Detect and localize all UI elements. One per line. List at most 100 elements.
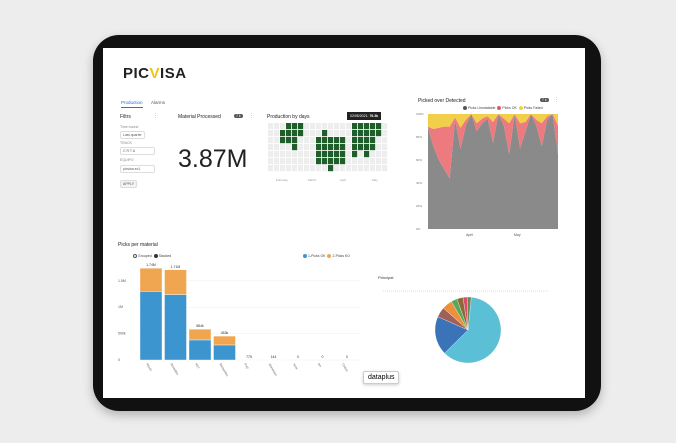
heatmap-cell	[340, 165, 346, 172]
bar-data-label: 1.74M	[146, 263, 156, 267]
heatmap-cell	[298, 165, 304, 172]
heatmap-cell	[376, 137, 382, 144]
heatmap-cell	[310, 158, 316, 165]
legend-failed[interactable]: Picks Failed	[523, 106, 543, 110]
heatmap-cell	[310, 123, 316, 130]
heatmap-cell	[364, 130, 370, 137]
heatmap-cell	[364, 158, 370, 165]
x-tick-label: PP	[317, 363, 322, 368]
heatmap-cell	[382, 130, 388, 137]
heatmap-cell	[316, 123, 322, 130]
heatmap-cell	[274, 123, 280, 130]
heatmap-cell	[340, 158, 346, 165]
heatmap-cell	[334, 144, 340, 151]
y-tick-label: 500k	[118, 332, 126, 336]
legend-picks-ko[interactable]: 2-Picks KO	[332, 254, 350, 258]
heatmap-cell	[346, 130, 352, 137]
heatmap-cell	[382, 165, 388, 172]
heatmap-cell	[316, 137, 322, 144]
heatmap-cell	[316, 151, 322, 158]
heatmap-cell	[304, 137, 310, 144]
track-select[interactable]: C R T A	[120, 147, 155, 155]
stacked-label[interactable]: Stacked	[158, 254, 172, 258]
heatmap-cell	[298, 130, 304, 137]
heatmap-cell	[286, 130, 292, 137]
heatmap-cell	[274, 144, 280, 151]
track-label: TRACK	[120, 141, 132, 145]
x-tick-label: Barquettes	[219, 363, 230, 378]
heatmap-cell	[322, 158, 328, 165]
heatmap-cell	[316, 158, 322, 165]
heatmap-cell	[328, 158, 334, 165]
time-label: Time bound	[120, 125, 139, 129]
heatmap-cell	[268, 151, 274, 158]
heatmap-cell	[280, 137, 286, 144]
heatmap-cell	[316, 130, 322, 137]
grouped-label[interactable]: Grouped	[138, 254, 152, 258]
legend-dot	[497, 106, 502, 111]
heatmap-cell	[280, 130, 286, 137]
legend-unrotatable[interactable]: Picks Unrotatable	[468, 106, 496, 110]
legend-picks-ok[interactable]: 1-Picks OK	[308, 254, 326, 258]
heatmap-cell	[352, 144, 358, 151]
heatmap-cell	[346, 165, 352, 172]
heatmap-cell	[286, 165, 292, 172]
pie-slice	[444, 297, 502, 364]
heatmap-cell	[286, 158, 292, 165]
picks-per-material-title: Picks per material	[118, 242, 158, 248]
heatmap-cell	[340, 123, 346, 130]
heatmap-cell	[346, 123, 352, 130]
heatmap-cell	[328, 165, 334, 172]
filters-menu-icon[interactable]: ⋮	[153, 113, 158, 119]
apply-button[interactable]: APPLY	[120, 180, 138, 188]
heatmap-cell	[382, 144, 388, 151]
radio-grouped[interactable]	[133, 254, 137, 259]
tab-production[interactable]: Production	[121, 100, 143, 108]
x-tick-label: Carton	[341, 363, 349, 373]
material-menu-icon[interactable]: ⋮	[249, 113, 254, 119]
heatmap-cell	[376, 158, 382, 165]
heatmap-cell	[280, 165, 286, 172]
heatmap-cell	[292, 165, 298, 172]
heatmap-cell	[340, 151, 346, 158]
heatmap-cell	[370, 165, 376, 172]
heatmap-cell	[298, 144, 304, 151]
picked-menu-icon[interactable]: ⋮	[554, 97, 559, 103]
heatmap-cell	[352, 165, 358, 172]
tab-alarms[interactable]: Alarms	[151, 100, 166, 105]
heatmap-cell	[328, 130, 334, 137]
legend-dot	[463, 106, 467, 111]
y-tick-label: 80%	[416, 135, 422, 139]
heatmap-cell	[370, 144, 376, 151]
x-tick-label: PEHD	[145, 363, 153, 373]
heatmap-cell	[304, 151, 310, 158]
legend-ok[interactable]: Picks OK	[502, 106, 517, 110]
heatmap-cell	[292, 130, 298, 137]
heatmap-cell	[328, 123, 334, 130]
heatmap-cell	[346, 158, 352, 165]
heatmap-cell	[370, 123, 376, 130]
mode-toggle[interactable]: Grouped Stacked	[133, 254, 172, 259]
heatmap-cell	[358, 158, 364, 165]
tooltip-value: 76.3k	[369, 114, 379, 118]
x-tick-label: PET	[194, 363, 200, 370]
heatmap-cell	[334, 151, 340, 158]
heatmap-month-label: May	[372, 178, 378, 182]
x-tick-label: Aluminium	[268, 363, 279, 378]
time-select[interactable]: Last quarter	[120, 131, 145, 139]
bar-data-label: 453k	[221, 331, 229, 335]
heatmap-cell	[346, 144, 352, 151]
heatmap-cell	[352, 151, 358, 158]
heatmap-month-label: February	[276, 178, 289, 182]
heatmap-cell	[310, 144, 316, 151]
pie-timeline[interactable]	[378, 286, 558, 296]
heatmap-cell	[298, 151, 304, 158]
material-processed-title: Material Processed	[178, 114, 221, 120]
heatmap-cell	[274, 137, 280, 144]
y-tick-label: 60%	[416, 158, 422, 162]
radio-stacked[interactable]	[153, 254, 158, 259]
equipo-select[interactable]: picvisa ec1	[120, 165, 155, 173]
heatmap-cell	[352, 123, 358, 130]
heatmap-cell	[304, 123, 310, 130]
heatmap-cell	[274, 130, 280, 137]
